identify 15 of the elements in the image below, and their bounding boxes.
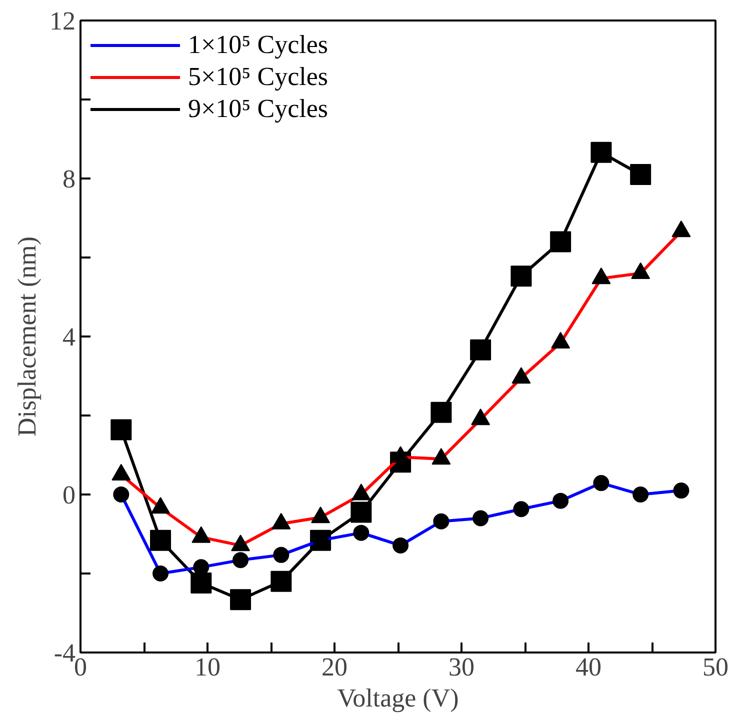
y-axis-title: Displacement (nm) bbox=[12, 236, 42, 436]
y-tick-label: 4 bbox=[62, 322, 76, 352]
x-tick-label: 30 bbox=[448, 652, 474, 682]
y-tick-label: 0 bbox=[62, 480, 76, 510]
x-tick-label: 50 bbox=[702, 652, 728, 682]
y-tick-label: 12 bbox=[50, 6, 76, 36]
x-tick-label: 20 bbox=[322, 652, 348, 682]
y-tick-label: -4 bbox=[54, 638, 76, 668]
legend-label: 1×10⁵ Cycles bbox=[188, 30, 328, 60]
legend-label: 5×10⁵ Cycles bbox=[188, 62, 328, 92]
legend-label: 9×10⁵ Cycles bbox=[188, 94, 328, 124]
x-tick-label: 40 bbox=[576, 652, 602, 682]
y-tick-label: 8 bbox=[62, 164, 76, 194]
x-tick-label: 10 bbox=[194, 652, 220, 682]
x-axis-title: Voltage (V) bbox=[337, 684, 459, 712]
